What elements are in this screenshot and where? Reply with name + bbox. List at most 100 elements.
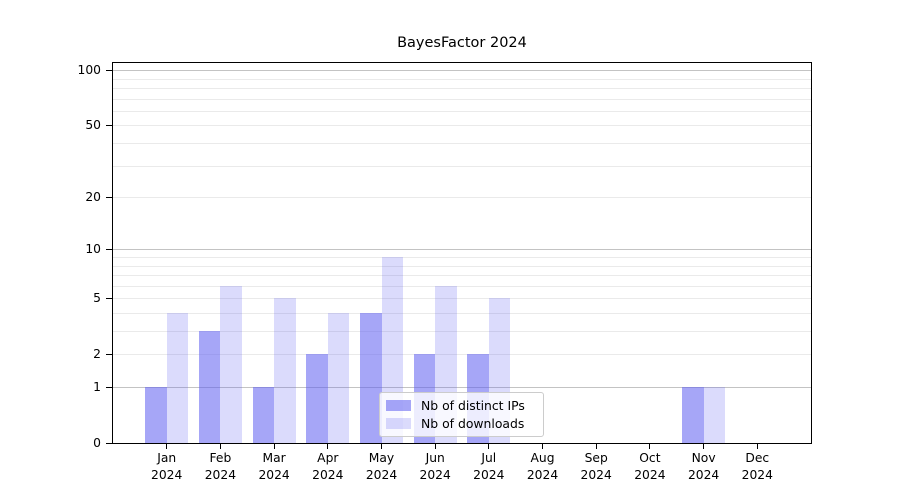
x-tick-month: Aug: [530, 451, 555, 465]
x-tick: [380, 444, 383, 449]
y-tick: [106, 124, 112, 126]
y-tick: [106, 196, 112, 198]
x-tick: [166, 444, 168, 449]
x-tick: [488, 444, 490, 449]
x-tick-month: Jun: [425, 451, 445, 465]
x-tick-year: 2024: [473, 467, 505, 482]
y-tick: [106, 248, 112, 250]
y-tick-label: 50: [85, 117, 101, 132]
bar-distinct-ips-jan: [145, 387, 167, 443]
bar-downloads-jan: [166, 313, 189, 443]
major-gridline: [113, 70, 811, 72]
minor-gridline: [113, 275, 811, 276]
x-tick: [434, 444, 436, 449]
legend-row-downloads: Nb of downloads: [386, 416, 537, 431]
minor-gridline: [113, 257, 811, 258]
bar-distinct-ips-may: [360, 313, 382, 443]
y-tick: [106, 297, 112, 299]
legend-swatch-downloads: [386, 417, 411, 429]
legend-row-distinct-ips: Nb of distinct IPs: [386, 398, 537, 413]
legend: Nb of distinct IPs Nb of downloads: [379, 392, 544, 437]
x-tick: [219, 444, 221, 449]
minor-gridline: [113, 98, 811, 100]
x-tick: [703, 444, 705, 449]
x-tick-year: 2024: [365, 467, 398, 482]
x-tick-year: 2024: [204, 467, 237, 482]
y-tick: [106, 69, 112, 71]
minor-gridline: [113, 78, 811, 80]
minor-gridline: [113, 197, 811, 198]
x-tick-label-dec: Dec 2024: [725, 450, 789, 483]
x-tick-label-sep: Sep 2024: [564, 450, 628, 483]
y-tick: [106, 442, 112, 444]
x-tick-year: 2024: [312, 467, 344, 482]
y-tick-label: 1: [93, 379, 101, 394]
x-tick-month: Sep: [584, 451, 608, 465]
plot-area: Nb of distinct IPs Nb of downloads: [112, 62, 812, 444]
x-tick-month: Feb: [209, 451, 232, 465]
y-tick-label: 10: [85, 241, 101, 256]
x-tick-year: 2024: [151, 467, 183, 482]
x-tick-month: Apr: [317, 451, 339, 465]
minor-gridline: [113, 313, 811, 314]
minor-gridline: [113, 354, 811, 356]
x-tick-label-aug: Aug 2024: [511, 450, 575, 483]
x-tick-year: 2024: [419, 467, 451, 482]
bar-downloads-feb: [220, 285, 242, 443]
x-tick-label-may: May 2024: [350, 450, 414, 483]
minor-gridline: [113, 142, 811, 144]
y-tick-label: 5: [93, 290, 101, 305]
x-tick-label-apr: Apr 2024: [296, 450, 360, 483]
x-tick-label-jan: Jan 2024: [135, 450, 199, 483]
x-tick-label-nov: Nov 2024: [672, 450, 736, 483]
x-tick: [327, 444, 329, 449]
major-gridline: [113, 249, 811, 251]
minor-gridline: [113, 110, 811, 112]
y-tick: [106, 353, 112, 355]
x-tick: [756, 444, 758, 449]
x-tick-month: Jan: [157, 451, 177, 465]
x-tick-year: 2024: [526, 467, 559, 482]
x-tick-label-mar: Mar 2024: [242, 450, 306, 483]
x-tick-month: Jul: [481, 451, 497, 465]
bar-distinct-ips-feb: [198, 331, 221, 443]
x-tick: [595, 444, 597, 449]
x-tick-label-jun: Jun 2024: [403, 450, 467, 483]
x-tick-year: 2024: [741, 467, 773, 482]
bar-distinct-ips-mar: [252, 387, 275, 443]
minor-gridline: [113, 125, 811, 127]
bar-downloads-mar: [274, 298, 296, 443]
y-tick-label: 0: [93, 435, 101, 450]
bar-downloads-nov: [703, 387, 726, 443]
bar-distinct-ips-apr: [306, 354, 328, 443]
minor-gridline: [113, 298, 811, 300]
y-tick-label: 2: [93, 346, 101, 361]
x-tick-month: Mar: [262, 451, 286, 465]
x-tick-year: 2024: [258, 467, 290, 482]
x-tick-year: 2024: [687, 467, 720, 482]
legend-swatch-distinct-ips: [386, 400, 411, 412]
legend-label-distinct-ips: Nb of distinct IPs: [421, 398, 525, 414]
bar-downloads-apr: [327, 313, 350, 443]
y-tick: [106, 386, 112, 388]
y-tick-label: 20: [85, 189, 101, 204]
minor-gridline: [113, 87, 811, 89]
x-tick-month: Nov: [691, 451, 716, 465]
x-tick-year: 2024: [634, 467, 666, 482]
minor-gridline: [113, 265, 811, 267]
x-tick: [273, 444, 275, 449]
legend-label-downloads: Nb of downloads: [421, 415, 525, 431]
chart-title: BayesFactor 2024: [397, 35, 527, 51]
bar-distinct-ips-nov: [682, 387, 704, 443]
minor-gridline: [113, 165, 811, 167]
x-tick: [541, 444, 544, 449]
x-tick-month: May: [368, 451, 395, 465]
minor-gridline: [113, 285, 811, 287]
x-tick-label-jul: Jul 2024: [457, 450, 521, 483]
x-tick-label-feb: Feb 2024: [188, 450, 252, 483]
y-tick-label: 100: [77, 62, 101, 77]
x-tick: [649, 444, 651, 449]
major-gridline: [113, 387, 811, 388]
x-tick-year: 2024: [580, 467, 612, 482]
